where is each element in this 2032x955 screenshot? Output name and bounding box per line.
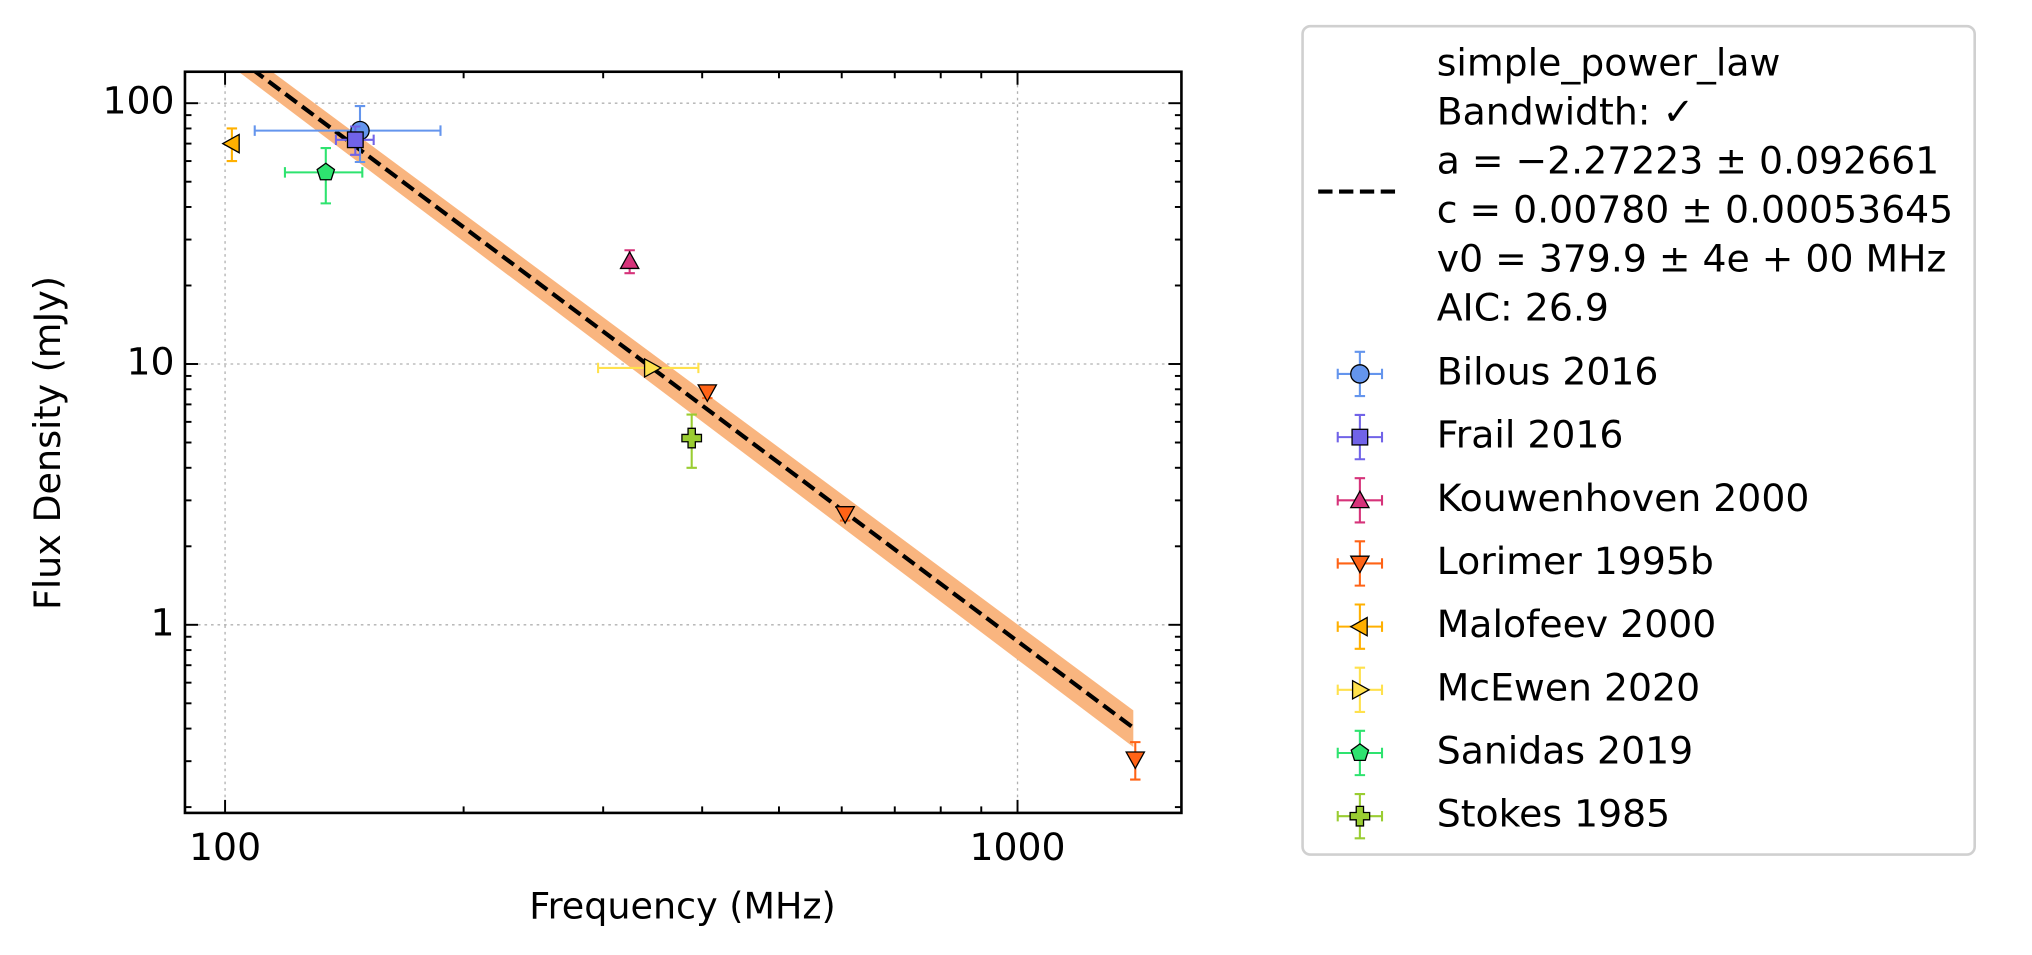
legend-marker — [1351, 679, 1371, 701]
legend-marker — [1349, 805, 1371, 827]
legend-label: Stokes 1985 — [1437, 792, 1670, 836]
y-axis-label: Flux Density (mJy) — [26, 276, 69, 610]
x-tick-label: 100 — [189, 825, 261, 869]
legend-label: Frail 2016 — [1437, 413, 1624, 457]
marker — [1125, 751, 1146, 770]
marker — [697, 384, 718, 403]
marker — [316, 162, 336, 181]
legend-marker — [1351, 428, 1369, 446]
legend-label: Bandwidth: ✓ — [1437, 90, 1694, 134]
legend-label: McEwen 2020 — [1437, 665, 1700, 709]
marker — [643, 357, 663, 379]
x-tick-label: 1000 — [969, 825, 1065, 869]
legend-label: c = 0.00780 ± 0.00053645 — [1437, 188, 1954, 232]
plot-area — [221, 71, 1146, 781]
legend-label: Sanidas 2019 — [1437, 728, 1693, 772]
legend-frame — [1301, 24, 1976, 856]
x-axis-label: Frequency (MHz) — [529, 884, 835, 927]
legend-label: Kouwenhoven 2000 — [1437, 476, 1810, 520]
x-error-bar — [253, 125, 442, 136]
legend-label: Malofeev 2000 — [1437, 602, 1717, 646]
marker — [346, 131, 364, 149]
legend-marker — [1349, 489, 1371, 509]
marker — [619, 250, 640, 270]
legend-label: Lorimer 1995b — [1437, 539, 1714, 583]
legend-marker — [1349, 616, 1368, 637]
legend-marker — [1350, 743, 1370, 762]
legend-label: a = −2.27223 ± 0.092661 — [1437, 139, 1939, 183]
fit-band — [238, 71, 1134, 747]
marker — [681, 427, 703, 449]
legend-label: simple_power_law — [1437, 41, 1781, 85]
marker — [221, 133, 240, 154]
legend-marker — [1350, 364, 1370, 384]
y-tick-label: 10 — [126, 340, 174, 384]
legend-marker — [1349, 555, 1371, 574]
marker — [834, 506, 856, 525]
legend-label: v0 = 379.9 ± 4e + 00 MHz — [1437, 237, 1947, 281]
legend-label: Bilous 2016 — [1437, 349, 1659, 393]
y-tick-label: 1 — [151, 600, 175, 644]
y-tick-label: 100 — [102, 79, 174, 123]
legend-label: AIC: 26.9 — [1437, 286, 1609, 330]
